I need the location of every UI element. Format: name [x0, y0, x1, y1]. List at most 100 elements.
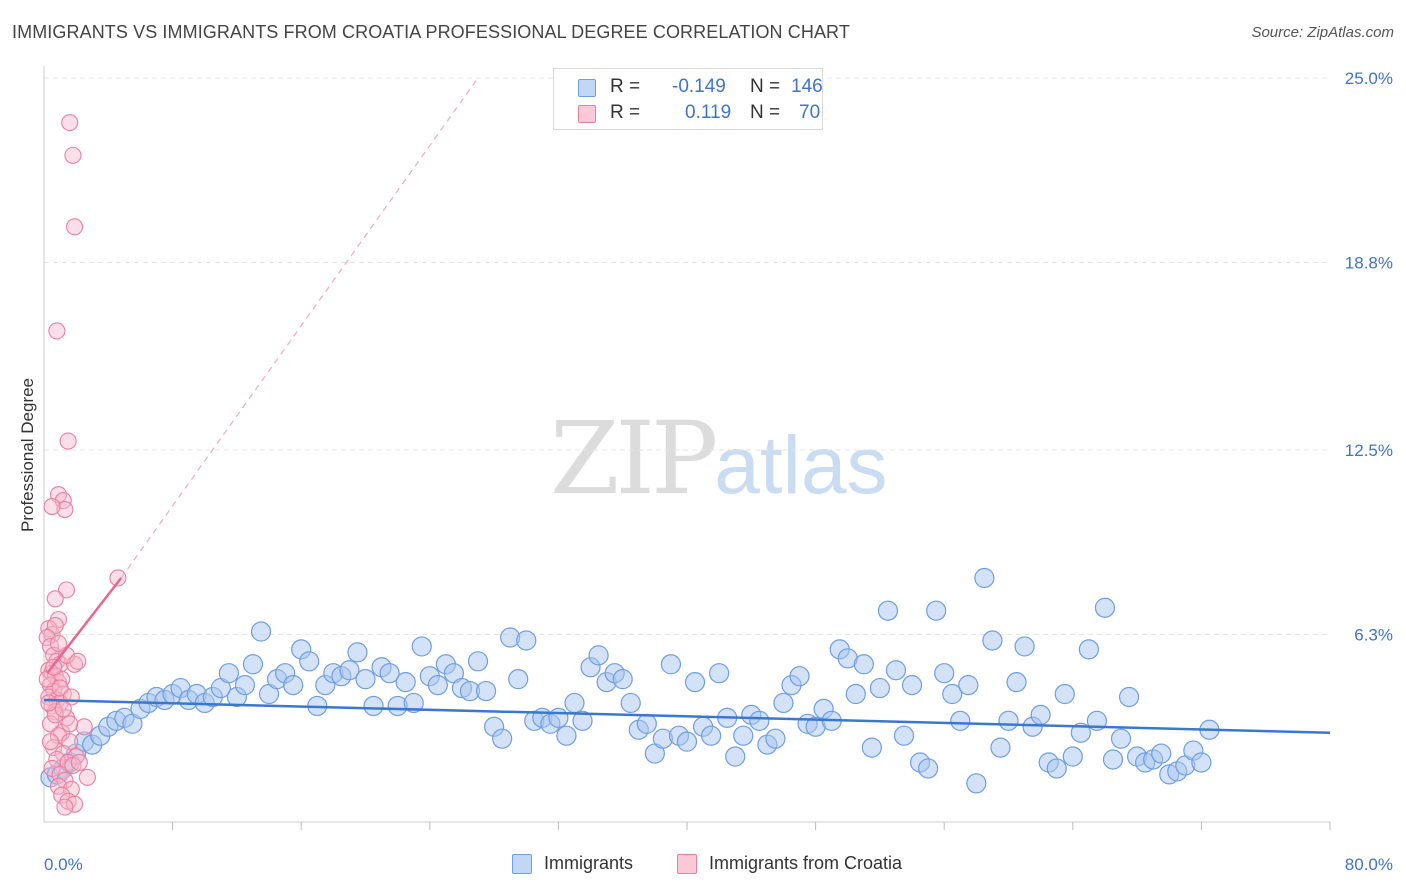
swatch-pink-icon [677, 854, 697, 874]
y-tick-label: 12.5% [1345, 441, 1393, 460]
immigrants-point [548, 707, 569, 728]
immigrants-point [1078, 639, 1099, 660]
immigrants-point [347, 642, 368, 663]
immigrants-point [684, 672, 706, 693]
immigrants-point [218, 663, 239, 684]
x-tick-label: 80.0% [1345, 855, 1393, 874]
immigrants-point [1070, 722, 1091, 743]
immigrants-point [299, 651, 320, 672]
swatch-pink-icon [578, 105, 596, 123]
swatch-blue-icon [578, 79, 596, 97]
immigrants-point [998, 710, 1019, 731]
immigrants-point [427, 675, 448, 696]
immigrants-point [508, 669, 529, 690]
immigrants-point [725, 746, 746, 767]
immigrants-point [1118, 686, 1140, 708]
croatia-point [46, 617, 64, 635]
r-value: 0.119 [685, 102, 732, 123]
croatia-point [75, 718, 93, 736]
croatia-trend-line [46, 577, 123, 674]
x-tick-label: 0.0% [44, 855, 83, 874]
immigrants-point [564, 692, 585, 714]
immigrants-point [901, 675, 923, 696]
immigrants-point [467, 651, 489, 672]
immigrants-point [660, 654, 682, 675]
legend-label: Immigrants [544, 853, 634, 873]
r-label: R = [610, 76, 641, 97]
immigrants-point [556, 725, 577, 746]
watermark-atlas: atlas [714, 420, 888, 511]
immigrants-point [950, 710, 971, 731]
croatia-point [41, 715, 59, 733]
immigrants-point [492, 728, 513, 749]
immigrants-point [853, 654, 874, 675]
immigrants-point [363, 695, 384, 717]
immigrants-point [411, 636, 432, 657]
immigrants-point [869, 677, 891, 699]
n-value: 146 [791, 76, 823, 97]
croatia-point [48, 322, 66, 340]
immigrants-point [1062, 746, 1083, 767]
immigrants-point [1094, 597, 1116, 618]
croatia-trend-extension [120, 77, 479, 579]
croatia-point [43, 497, 61, 516]
immigrants-point [861, 737, 882, 758]
croatia-point [41, 733, 59, 751]
croatia-point [70, 753, 88, 772]
immigrants-point [982, 630, 1003, 651]
croatia-point [51, 679, 69, 697]
r-label: R = [610, 102, 641, 123]
croatia-point [65, 795, 84, 813]
swatch-blue-icon [512, 854, 532, 874]
immigrants-point [588, 645, 609, 666]
stats-legend: R = -0.149 N = 146 R = 0.119 N = 70 [553, 68, 823, 130]
immigrants-point [1054, 683, 1075, 705]
immigrants-point [676, 731, 698, 752]
immigrants-point [845, 683, 866, 705]
immigrants-point [250, 621, 272, 642]
croatia-point [46, 590, 64, 608]
immigrants-point [765, 728, 786, 749]
immigrants-point [709, 663, 730, 684]
croatia-point [69, 652, 87, 670]
series-legend: Immigrants Immigrants from Croatia [0, 852, 1406, 878]
immigrants-point [283, 675, 304, 696]
immigrants-point [958, 675, 979, 696]
immigrants-point [885, 660, 907, 681]
immigrants-point [1191, 752, 1212, 773]
croatia-point [49, 777, 68, 795]
immigrants-point [1151, 743, 1172, 764]
n-label: N = [750, 102, 781, 123]
croatia-point [56, 798, 74, 816]
croatia-point [54, 745, 72, 763]
immigrants-point [355, 669, 376, 690]
immigrants-point [1046, 758, 1067, 779]
immigrants-point [893, 725, 915, 746]
croatia-point [65, 218, 84, 236]
immigrants-point [749, 710, 770, 731]
immigrants-point [974, 567, 995, 589]
croatia-point [59, 432, 77, 450]
croatia-point [56, 500, 74, 519]
croatia-point [40, 694, 58, 712]
immigrants-point [934, 663, 955, 684]
immigrants-point [612, 669, 633, 690]
croatia-point [61, 715, 79, 733]
y-tick-label: 6.3% [1354, 626, 1393, 645]
croatia-point [61, 114, 79, 132]
immigrants-point [403, 692, 424, 714]
immigrants-point [877, 600, 899, 621]
immigrants-point [379, 663, 400, 684]
immigrants-point [918, 758, 939, 779]
r-value: -0.149 [672, 76, 726, 97]
n-label: N = [750, 76, 781, 97]
immigrants-point [1110, 728, 1132, 749]
croatia-point [64, 146, 82, 164]
source-label: Source: ZipAtlas.com [1251, 24, 1394, 41]
immigrants-point [966, 773, 987, 794]
chart-title: IMMIGRANTS VS IMMIGRANTS FROM CROATIA PR… [12, 22, 850, 42]
immigrants-point [636, 713, 657, 734]
immigrants-point [733, 725, 754, 746]
y-tick-label: 25.0% [1345, 69, 1393, 88]
immigrants-point [572, 710, 593, 731]
